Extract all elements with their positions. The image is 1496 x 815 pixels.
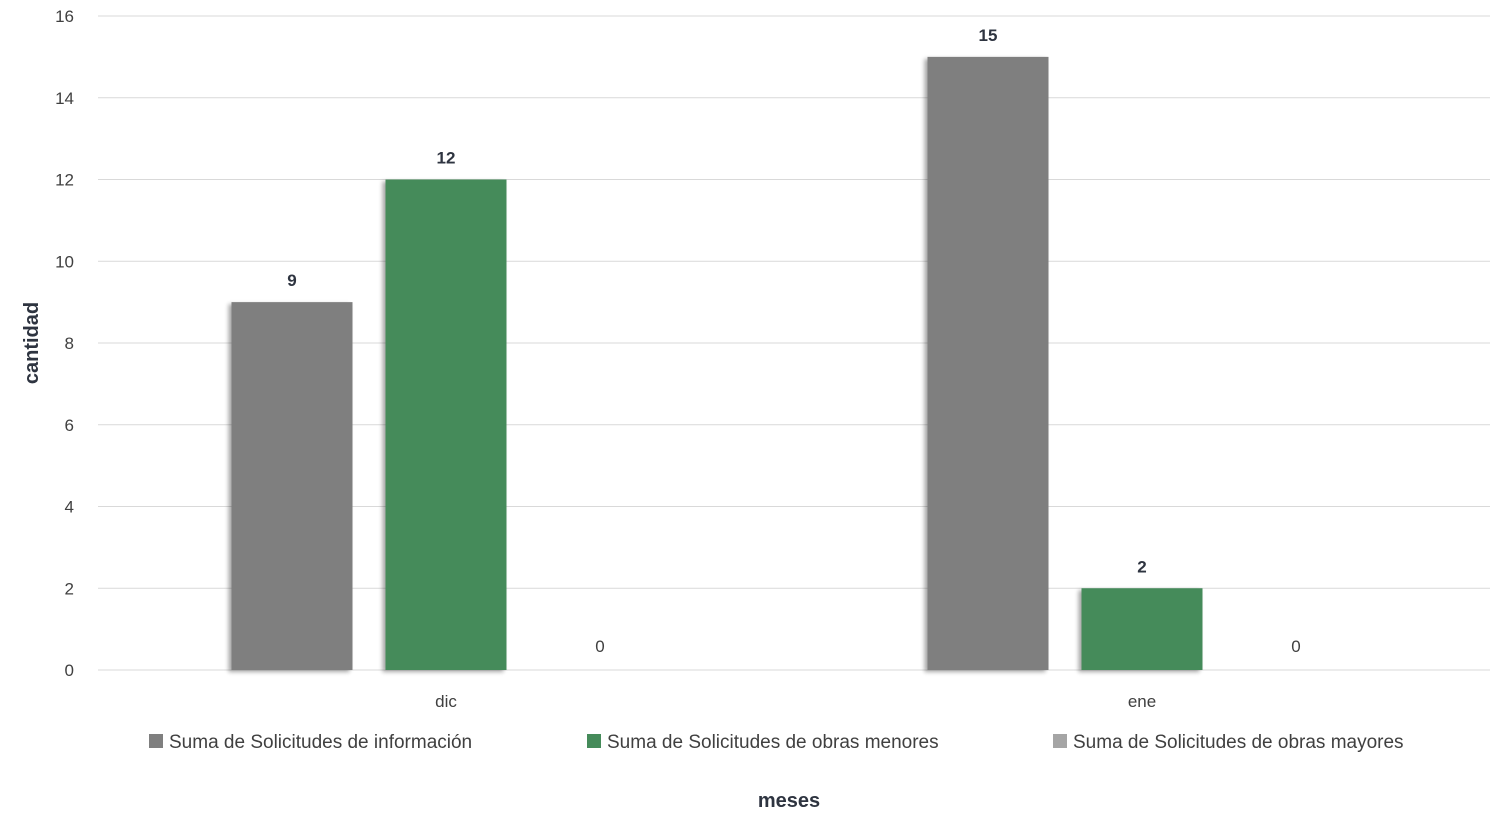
bar [231,302,353,670]
y-tick-label: 4 [65,498,74,517]
x-tick-label: dic [435,692,457,711]
y-tick-label: 14 [55,89,74,108]
legend-label: Suma de Solicitudes de información [169,732,472,753]
data-label: 2 [1137,557,1146,576]
legend-item: Suma de Solicitudes de obras menores [587,732,939,753]
data-labels: 9 12 0 15 2 0 [287,26,1300,656]
data-label: 0 [595,637,604,656]
y-tick-label: 12 [55,171,74,190]
legend-item: Suma de Solicitudes de obras mayores [1053,732,1404,753]
y-tick-label: 16 [55,7,74,26]
y-tick-label: 2 [65,579,74,598]
x-axis-title: meses [758,790,820,810]
legend-swatch [1053,734,1067,748]
legend-label: Suma de Solicitudes de obras mayores [1073,732,1404,753]
legend: Suma de Solicitudes de información Suma d… [149,732,1404,753]
y-axis-title: cantidad [21,302,43,384]
y-axis-ticks: 0 2 4 6 8 10 12 14 16 [55,7,74,680]
bar [927,56,1049,670]
y-tick-label: 0 [65,661,74,680]
bar [1081,588,1203,670]
data-label: 12 [437,149,456,168]
bars [231,56,1203,670]
y-tick-label: 6 [65,416,74,435]
y-tick-label: 8 [65,334,74,353]
legend-swatch [587,734,601,748]
y-tick-label: 10 [55,252,74,271]
legend-swatch [149,734,163,748]
data-label: 15 [979,26,998,45]
bar [385,179,507,670]
data-label: 0 [1291,637,1300,656]
x-tick-label: ene [1128,692,1156,711]
legend-label: Suma de Solicitudes de obras menores [607,732,939,753]
x-axis-ticks: dic ene [435,692,1156,711]
legend-item: Suma de Solicitudes de información [149,732,472,753]
data-label: 9 [287,271,296,290]
